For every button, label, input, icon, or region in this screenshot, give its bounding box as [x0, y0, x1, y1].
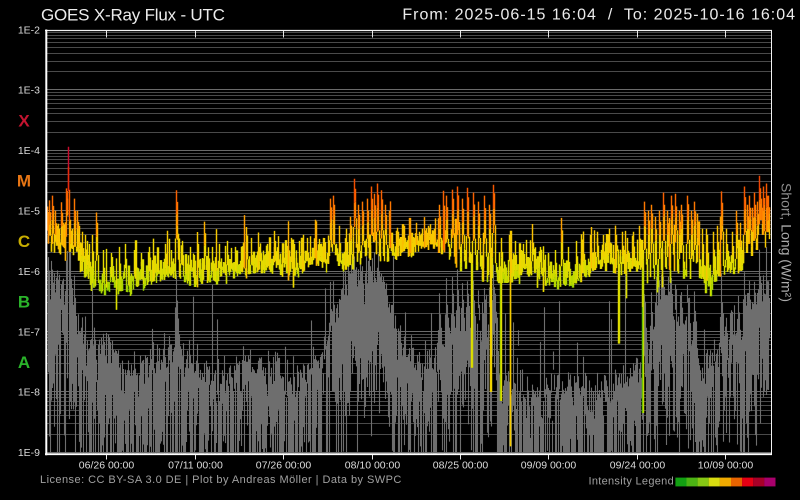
svg-text:08/25 00:00: 08/25 00:00	[433, 460, 489, 472]
svg-text:1E-4: 1E-4	[18, 145, 40, 157]
svg-text:09/24 00:00: 09/24 00:00	[610, 460, 666, 472]
svg-text:07/11 00:00: 07/11 00:00	[168, 460, 223, 472]
svg-text:C: C	[18, 232, 30, 251]
svg-text:M: M	[17, 172, 31, 191]
svg-text:GOES X-Ray Flux - UTC: GOES X-Ray Flux - UTC	[41, 5, 225, 24]
svg-text:08/10 00:00: 08/10 00:00	[345, 460, 401, 472]
svg-text:1E-6: 1E-6	[18, 266, 40, 278]
svg-text:06/26 00:00: 06/26 00:00	[79, 460, 135, 472]
svg-text:B: B	[18, 293, 30, 312]
svg-text:10/09 00:00: 10/09 00:00	[698, 460, 754, 472]
svg-text:1E-9: 1E-9	[18, 447, 40, 459]
svg-text:1E-7: 1E-7	[18, 326, 40, 338]
svg-text:A: A	[18, 353, 30, 372]
svg-text:Intensity Legend: Intensity Legend	[588, 476, 674, 488]
svg-text:X: X	[18, 111, 30, 130]
svg-text:From: 2025-06-15 16:04 / To:: From: 2025-06-15 16:04 / To: 2025-10-16 …	[402, 7, 796, 24]
svg-text:Short, Long (W/m²): Short, Long (W/m²)	[779, 183, 795, 302]
svg-text:09/09 00:00: 09/09 00:00	[521, 460, 577, 472]
svg-text:07/26 00:00: 07/26 00:00	[256, 460, 312, 472]
svg-text:License: CC BY-SA 3.0 DE | Plo: License: CC BY-SA 3.0 DE | Plot by Andre…	[40, 474, 402, 486]
svg-text:1E-5: 1E-5	[18, 206, 40, 218]
svg-text:1E-3: 1E-3	[18, 85, 40, 97]
svg-text:1E-8: 1E-8	[18, 387, 40, 399]
svg-text:1E-2: 1E-2	[18, 24, 40, 36]
